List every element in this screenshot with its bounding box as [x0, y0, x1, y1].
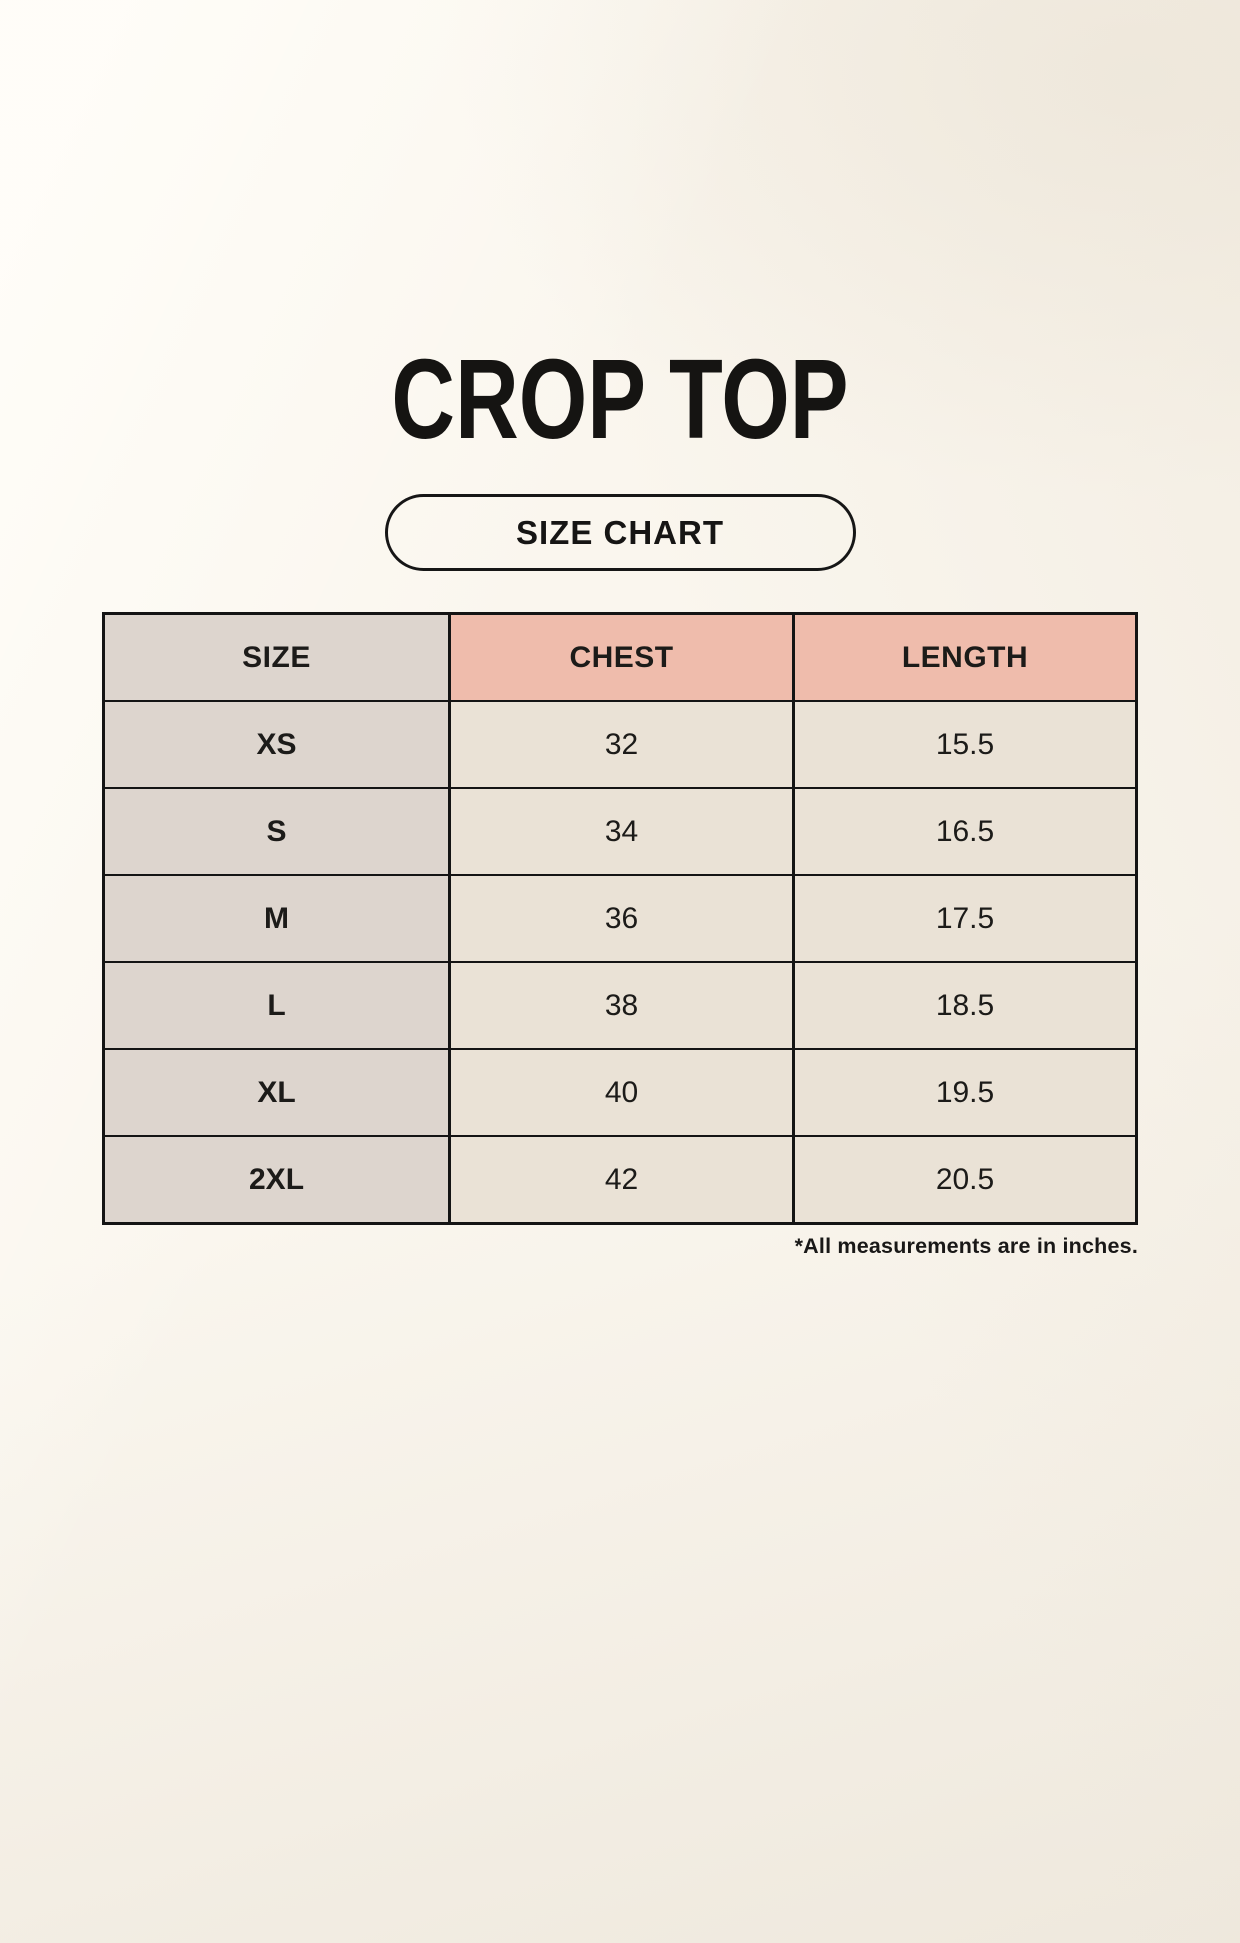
size-chart-table: SIZE CHEST LENGTH XS 32 15.5 S 34 16.5 M…	[101, 612, 1138, 1225]
size-label: M	[101, 874, 452, 963]
length-value: 16.5	[792, 787, 1138, 876]
size-label: S	[101, 787, 452, 876]
table-row: 2XL 42 20.5	[101, 1135, 1138, 1225]
length-value: 15.5	[792, 700, 1138, 789]
size-label: 2XL	[101, 1135, 452, 1225]
chest-value: 32	[448, 700, 796, 789]
length-value: 18.5	[792, 961, 1138, 1050]
column-header-chest: CHEST	[448, 612, 796, 702]
column-header-length: LENGTH	[792, 612, 1138, 702]
product-title: CROP TOP	[391, 336, 849, 462]
chest-value: 34	[448, 787, 796, 876]
table-row: XS 32 15.5	[101, 700, 1138, 789]
size-label: XS	[101, 700, 452, 789]
table-header-row: SIZE CHEST LENGTH	[101, 612, 1138, 702]
chest-value: 36	[448, 874, 796, 963]
length-value: 20.5	[792, 1135, 1138, 1225]
size-chart-badge: SIZE CHART	[384, 494, 856, 571]
length-value: 19.5	[792, 1048, 1138, 1137]
size-label: XL	[101, 1048, 452, 1137]
size-chart-badge-label: SIZE CHART	[516, 513, 724, 551]
chest-value: 40	[448, 1048, 796, 1137]
table-row: M 36 17.5	[101, 874, 1138, 963]
length-value: 17.5	[792, 874, 1138, 963]
size-chart-page: CROP TOP SIZE CHART SIZE CHEST LENGTH XS…	[0, 343, 1240, 1943]
table-row: S 34 16.5	[101, 787, 1138, 876]
measurements-footnote: *All measurements are in inches.	[794, 1234, 1138, 1258]
table-row: XL 40 19.5	[101, 1048, 1138, 1137]
chest-value: 38	[448, 961, 796, 1050]
column-header-size: SIZE	[101, 612, 452, 702]
chest-value: 42	[448, 1135, 796, 1225]
table-row: L 38 18.5	[101, 961, 1138, 1050]
size-label: L	[101, 961, 452, 1050]
